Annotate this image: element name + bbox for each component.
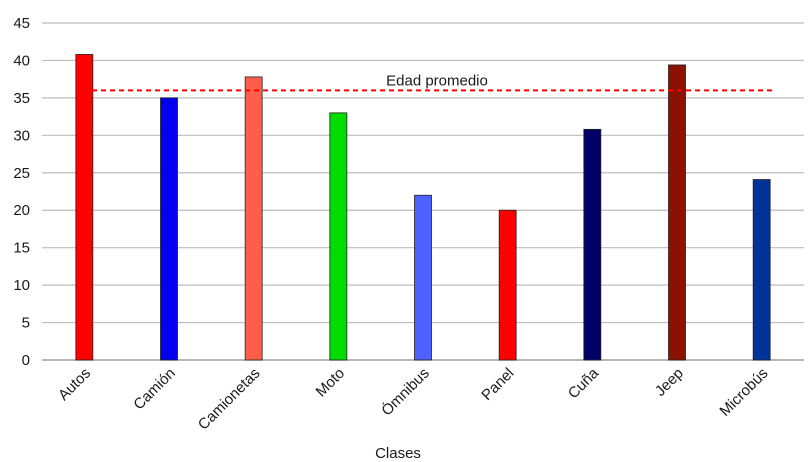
bar-panel: [498, 209, 517, 361]
x-axis-labels: Autos Camión Camionetas Moto Ómnibus Panel Cuñ…: [55, 364, 771, 433]
y-tick-label: 0: [22, 352, 30, 369]
y-tick-label: 20: [13, 202, 30, 219]
y-tick-label: 25: [13, 165, 30, 182]
x-tick-label: Camionetas: [195, 365, 264, 434]
bar-ómnibus: [414, 194, 432, 361]
y-tick-label: 15: [13, 240, 30, 257]
x-tick-label: Microbús: [716, 365, 771, 420]
bar-moto: [329, 112, 348, 361]
y-tick-label: 40: [13, 52, 30, 69]
y-tick-label: 10: [13, 277, 30, 294]
x-tick-label: Autos: [55, 365, 94, 404]
bar-jeep: [668, 64, 686, 361]
bar-camionetas: [244, 76, 263, 361]
y-tick-label: 5: [22, 315, 30, 332]
x-tick-label: Ómnibus: [378, 365, 432, 419]
y-tick-label: 35: [13, 90, 30, 107]
y-tick-label: 45: [13, 15, 30, 32]
bars: [75, 54, 771, 361]
y-tick-label: 30: [13, 127, 30, 144]
bar-cuña: [583, 128, 602, 361]
reference-line-group: Edad promedio: [92, 72, 776, 92]
x-axis-title: Clases: [375, 445, 421, 462]
x-tick-label: Cuña: [565, 364, 603, 402]
bar-autos: [75, 54, 94, 361]
x-tick-label: Panel: [478, 365, 517, 404]
x-tick-label: Jeep: [652, 365, 687, 400]
average-reference-label: Edad promedio: [386, 72, 488, 89]
bar-camión: [160, 97, 178, 361]
x-tick-label: Moto: [313, 365, 349, 401]
x-tick-label: Camión: [130, 365, 179, 414]
bar-microbús: [752, 179, 771, 361]
y-axis-ticks: 0 5 10 15 20 25 30 35 40 45: [13, 15, 30, 369]
